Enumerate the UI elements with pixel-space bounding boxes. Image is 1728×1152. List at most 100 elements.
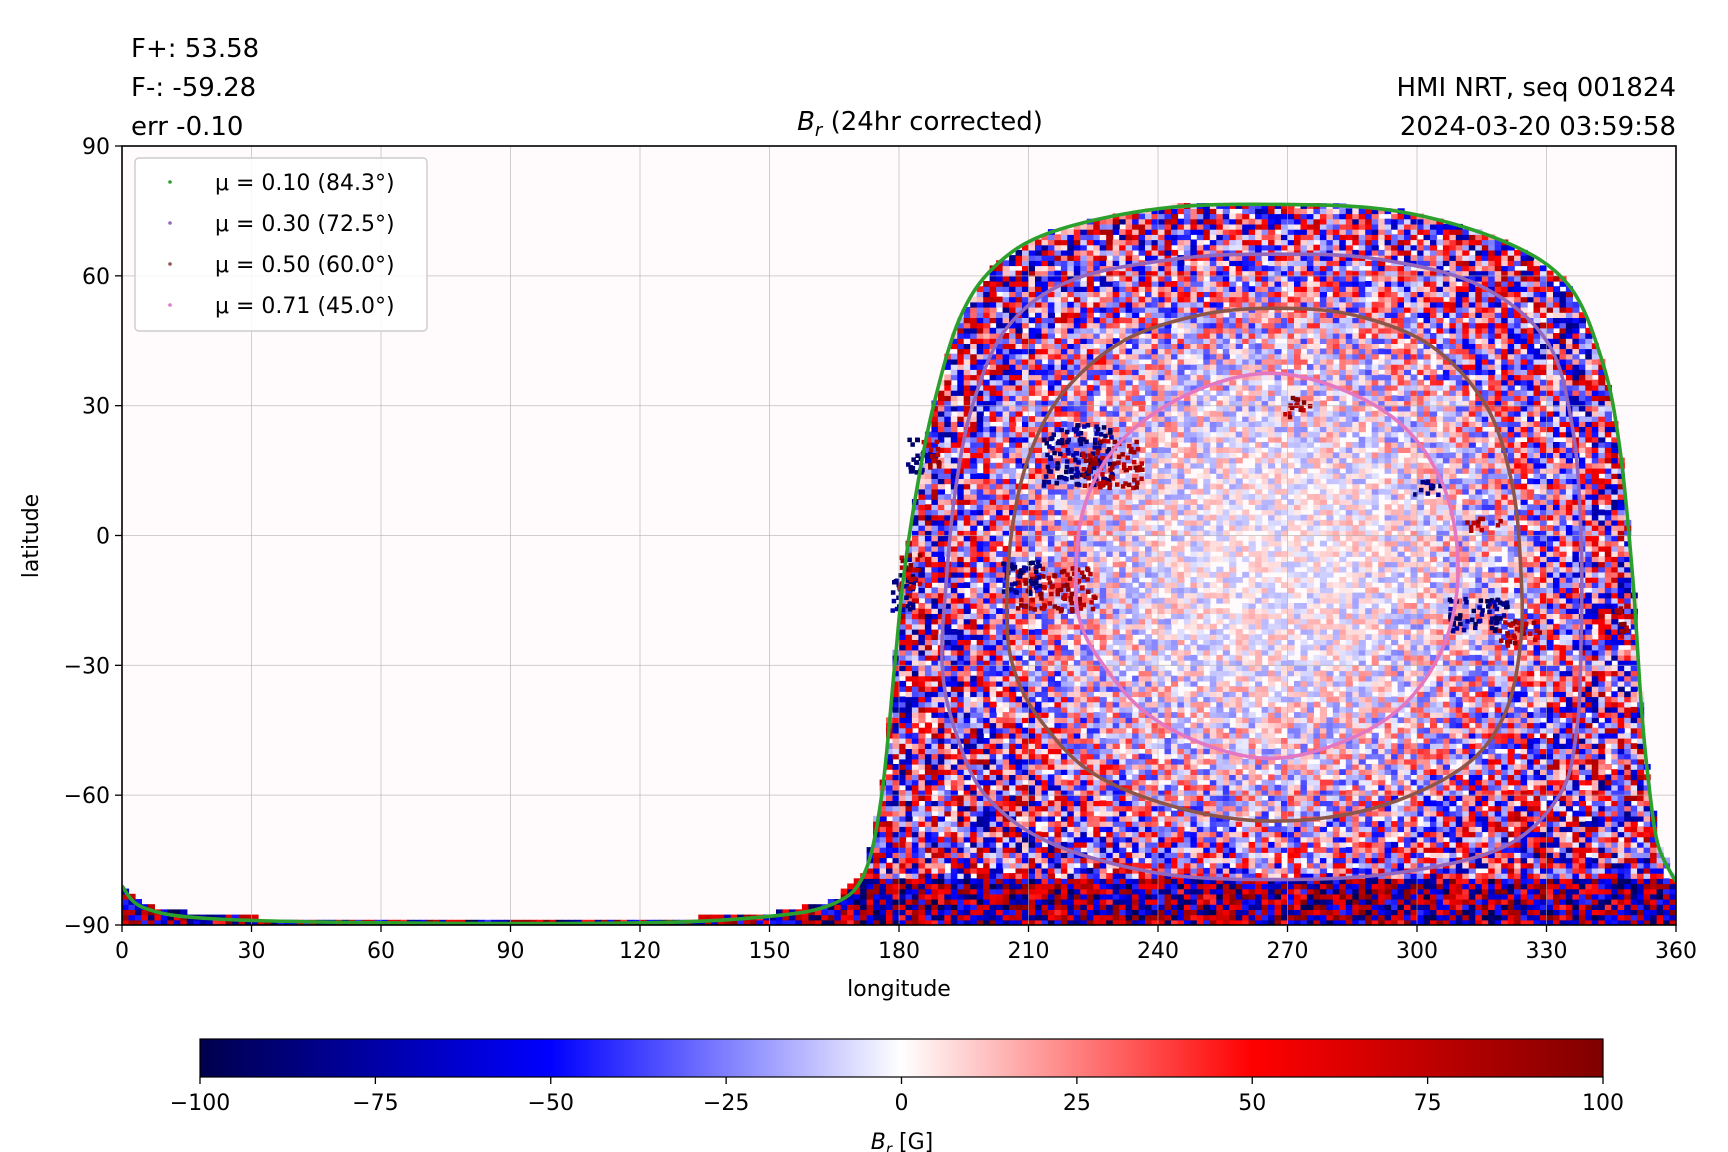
map-cell	[1093, 717, 1101, 724]
map-cell	[1060, 587, 1068, 594]
map-cell	[1022, 426, 1030, 433]
map-cell	[1035, 286, 1043, 292]
map-cell	[1041, 867, 1049, 874]
map-cell	[251, 919, 259, 925]
map-cell	[911, 857, 919, 864]
map-cell	[1028, 743, 1036, 749]
map-cell	[996, 732, 1004, 739]
map-cell	[1151, 821, 1159, 827]
map-cell	[1067, 836, 1075, 843]
map-cell	[1125, 436, 1133, 443]
map-cell	[1009, 509, 1017, 516]
map-cell	[1047, 629, 1055, 635]
map-cell	[1002, 883, 1010, 890]
map-cell	[1009, 312, 1017, 318]
map-cell	[1067, 603, 1075, 609]
map-cell	[1099, 358, 1107, 365]
map-cell	[1009, 722, 1017, 729]
map-cell	[1099, 369, 1107, 376]
map-cell	[1099, 301, 1107, 308]
map-cell	[1145, 597, 1153, 604]
map-cell	[1080, 462, 1088, 469]
map-cell	[1060, 639, 1068, 646]
map-cell	[1080, 836, 1088, 843]
map-cell	[1015, 914, 1023, 921]
map-cell	[1080, 680, 1088, 687]
map-cell	[1009, 701, 1017, 708]
map-cell	[1073, 722, 1081, 729]
map-cell	[1145, 919, 1153, 925]
map-cell	[970, 618, 978, 625]
map-cell	[1099, 701, 1107, 708]
map-cell	[1086, 904, 1094, 910]
map-cell	[1151, 281, 1159, 287]
map-cell	[1067, 893, 1075, 900]
map-cell	[1112, 431, 1120, 438]
map-cell	[989, 374, 997, 381]
map-cell	[1054, 769, 1062, 775]
map-cell	[1047, 478, 1055, 485]
map-cell	[1119, 774, 1127, 781]
map-cell	[1015, 545, 1023, 552]
map-cell	[1099, 249, 1107, 256]
map-cell	[1086, 442, 1094, 448]
map-cell	[1009, 343, 1017, 350]
map-cell	[963, 717, 971, 724]
map-cell	[1060, 826, 1068, 833]
map-cell	[950, 686, 958, 692]
map-cell	[957, 613, 965, 620]
map-cell	[937, 426, 945, 433]
map-cell	[1106, 613, 1114, 620]
map-cell	[1015, 426, 1023, 433]
map-cell	[1028, 836, 1036, 843]
map-cell	[1067, 291, 1075, 298]
map-cell	[1009, 333, 1017, 339]
map-cell	[989, 270, 997, 277]
map-cell	[1002, 774, 1010, 781]
map-cell	[970, 800, 978, 807]
map-cell	[989, 286, 997, 292]
map-cell	[1060, 369, 1068, 376]
map-cell	[1099, 852, 1107, 859]
map-cell	[1054, 431, 1062, 438]
map-cell	[970, 312, 978, 318]
map-cell	[1106, 753, 1114, 760]
map-cell	[989, 748, 997, 755]
map-cell	[1151, 758, 1159, 765]
map-cell	[963, 712, 971, 718]
map-cell	[866, 888, 874, 895]
map-cell	[1054, 867, 1062, 874]
map-cell	[1099, 779, 1107, 786]
map-cell	[873, 852, 881, 859]
map-cell	[853, 919, 861, 925]
map-cell	[983, 753, 991, 760]
map-cell	[1009, 670, 1017, 677]
map-cell	[1151, 540, 1159, 547]
map-cell	[1099, 623, 1107, 630]
map-cell	[931, 800, 939, 807]
map-cell	[950, 764, 958, 770]
map-cell	[1073, 462, 1081, 469]
map-cell	[911, 592, 919, 599]
map-cell	[866, 914, 874, 921]
map-cell	[950, 556, 958, 563]
map-cell	[1151, 317, 1159, 324]
map-cell	[1028, 494, 1036, 500]
map-cell	[924, 675, 932, 682]
map-cell	[1009, 286, 1017, 292]
map-cell	[1151, 888, 1159, 895]
map-cell	[1151, 223, 1159, 230]
map-cell	[1145, 847, 1153, 853]
map-cell	[1009, 738, 1017, 744]
map-cell	[924, 592, 932, 599]
map-cell	[1067, 732, 1075, 739]
map-cell	[1119, 426, 1127, 433]
map-cell	[1060, 753, 1068, 760]
map-cell	[944, 738, 952, 744]
map-cell	[1145, 623, 1153, 630]
map-cell	[983, 483, 991, 490]
map-cell	[1099, 618, 1107, 625]
map-cell	[976, 644, 984, 651]
map-cell	[1047, 364, 1055, 370]
map-cell	[911, 779, 919, 786]
